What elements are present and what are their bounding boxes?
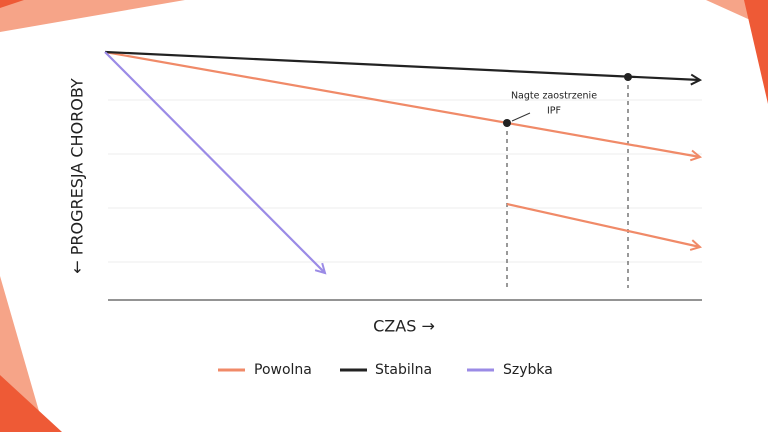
annotation: Nagte zaostrzenie (511, 91, 597, 102)
legend-label: Powolna (254, 362, 312, 378)
legend-label: Stabilna (375, 362, 432, 378)
slow-line (104, 50, 700, 157)
decoration (0, 0, 24, 8)
annotation: IPF (547, 106, 561, 117)
event-point (503, 119, 511, 127)
decoration (0, 0, 185, 32)
fast-line (104, 51, 325, 273)
slow-line-after (506, 202, 700, 247)
x-axis-label: CZAS → (373, 317, 435, 336)
legend-label: Szybka (503, 362, 553, 378)
event-point (624, 73, 632, 81)
y-axis-label: ← PROGRESJA CHOROBY (68, 78, 87, 274)
decoration (0, 375, 62, 432)
stable-line (104, 50, 700, 80)
annotation-leader (511, 112, 531, 122)
decoration (744, 0, 768, 104)
